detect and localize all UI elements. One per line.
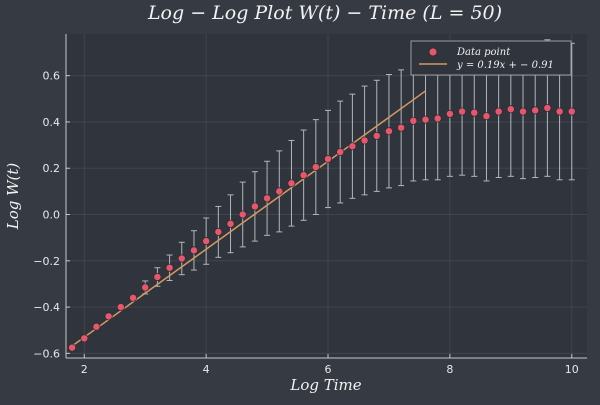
data-point bbox=[409, 116, 418, 125]
data-point bbox=[519, 107, 527, 116]
data-point bbox=[543, 104, 552, 113]
x-tick-label: 8 bbox=[446, 363, 453, 376]
data-point bbox=[360, 136, 369, 145]
data-point bbox=[506, 105, 515, 114]
data-point bbox=[287, 179, 296, 188]
legend-point-marker bbox=[428, 47, 438, 57]
data-point bbox=[92, 322, 101, 331]
x-tick-label: 10 bbox=[565, 363, 579, 376]
data-point bbox=[177, 254, 186, 263]
fit-line bbox=[71, 90, 426, 347]
data-point bbox=[311, 163, 320, 172]
data-points bbox=[68, 104, 576, 352]
y-tick-label: 0.6 bbox=[43, 70, 61, 83]
data-point bbox=[445, 109, 454, 118]
x-ticks: 2 4 6 8 10 bbox=[81, 354, 579, 376]
data-point bbox=[336, 148, 345, 156]
data-point bbox=[555, 107, 564, 116]
data-point bbox=[104, 312, 113, 321]
data-point bbox=[214, 227, 223, 236]
fit-line-path bbox=[71, 90, 426, 347]
x-axis-label: Log Time bbox=[289, 376, 361, 394]
legend-box bbox=[410, 40, 572, 76]
y-axis-label: Log W(t) bbox=[4, 163, 22, 231]
chart-title: Log − Log Plot W(t) − Time (L = 50) bbox=[147, 2, 502, 24]
data-point bbox=[153, 273, 162, 281]
data-point bbox=[250, 202, 259, 211]
legend-entry-fit-line: y = 0.19x + − 0.91 bbox=[456, 60, 554, 71]
data-point bbox=[80, 334, 89, 343]
data-point bbox=[372, 131, 381, 140]
data-point bbox=[397, 123, 406, 132]
data-point bbox=[482, 112, 491, 121]
data-point bbox=[226, 219, 235, 228]
y-ticks: −0.6 −0.4 −0.2 0.0 0.2 0.4 0.6 bbox=[33, 70, 70, 360]
x-tick-label: 4 bbox=[203, 363, 210, 376]
data-point bbox=[567, 107, 576, 116]
data-point bbox=[531, 106, 540, 115]
y-tick-label: 0.4 bbox=[43, 116, 61, 129]
y-tick-label: −0.2 bbox=[33, 255, 60, 268]
data-point bbox=[263, 194, 272, 203]
data-point bbox=[190, 246, 198, 255]
data-point bbox=[141, 283, 150, 292]
data-point bbox=[275, 187, 284, 196]
grid bbox=[66, 34, 587, 358]
data-point bbox=[202, 237, 211, 246]
plot-area bbox=[66, 34, 587, 358]
x-tick-label: 6 bbox=[325, 363, 332, 376]
data-point bbox=[421, 115, 430, 124]
legend-entry-data-point: Data point bbox=[456, 47, 511, 58]
data-point bbox=[494, 107, 503, 116]
x-tick-label: 2 bbox=[81, 363, 88, 376]
data-point bbox=[433, 114, 442, 123]
data-point bbox=[68, 343, 77, 352]
y-tick-label: 0.0 bbox=[43, 209, 61, 222]
data-point bbox=[116, 303, 125, 312]
y-tick-label: −0.6 bbox=[33, 347, 60, 360]
data-point bbox=[238, 210, 247, 219]
data-point bbox=[348, 142, 357, 151]
data-point bbox=[299, 171, 308, 180]
data-point bbox=[470, 108, 479, 117]
data-point bbox=[129, 293, 137, 302]
y-tick-label: 0.2 bbox=[43, 162, 61, 175]
data-point bbox=[165, 263, 174, 272]
data-point bbox=[385, 127, 393, 136]
data-point bbox=[324, 155, 332, 163]
axes bbox=[65, 34, 587, 359]
y-tick-label: −0.4 bbox=[33, 301, 60, 314]
data-point bbox=[458, 107, 467, 116]
legend: Data point y = 0.19x + − 0.91 bbox=[410, 40, 572, 76]
